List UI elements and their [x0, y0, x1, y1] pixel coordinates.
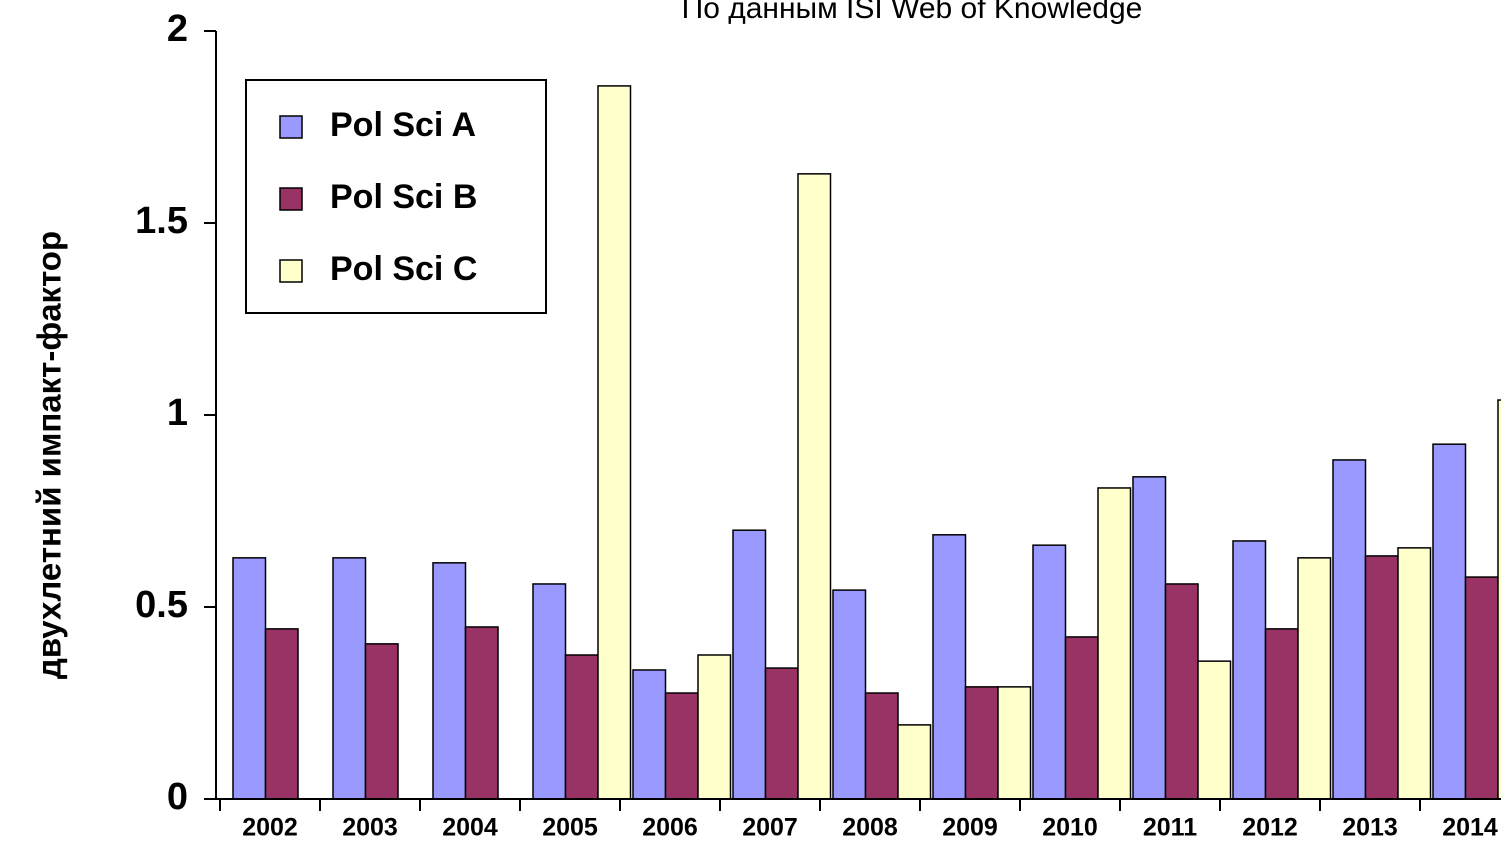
y-tick-label: 1 [167, 392, 188, 434]
legend-swatch [279, 187, 303, 211]
x-tick-label: 2011 [1143, 814, 1197, 842]
bar [1032, 544, 1067, 800]
legend-label: Pol Sci C [330, 250, 477, 288]
y-tick-label: 0 [167, 776, 188, 818]
y-tick-label: 0.5 [135, 584, 188, 626]
bar [632, 669, 667, 800]
bar [1464, 576, 1499, 800]
bar [464, 626, 499, 800]
bar [597, 85, 632, 800]
x-tick-label: 2004 [442, 814, 498, 842]
bar [332, 557, 367, 800]
bar [897, 724, 932, 800]
bar [264, 628, 299, 800]
legend-label: Pol Sci B [330, 178, 477, 216]
x-tick-label: 2007 [742, 814, 798, 842]
bar [1297, 557, 1332, 800]
bar [1364, 555, 1399, 800]
x-tick-label: 2009 [942, 814, 998, 842]
bar [964, 686, 999, 800]
y-tick-label: 1.5 [135, 200, 188, 242]
bar [932, 534, 967, 800]
bar [1132, 476, 1167, 800]
y-axis-label: двухлетний импакт-фактор [31, 231, 68, 679]
bar [1432, 443, 1467, 800]
x-tick-label: 2014 [1442, 814, 1498, 842]
y-tick-label: 2 [167, 8, 188, 50]
bar [1264, 628, 1299, 800]
bar [1497, 399, 1501, 800]
bar [364, 643, 399, 800]
bar [432, 562, 467, 800]
bar [1332, 459, 1367, 800]
bar [697, 654, 732, 800]
bar [532, 583, 567, 800]
bar [1164, 583, 1199, 800]
bar [664, 692, 699, 800]
legend-swatch [279, 259, 303, 283]
x-tick-label: 2013 [1342, 814, 1398, 842]
bar [232, 557, 267, 800]
x-tick-label: 2010 [1042, 814, 1098, 842]
bar [1232, 540, 1267, 800]
bar [832, 589, 867, 800]
legend-swatch [279, 115, 303, 139]
bar [1397, 547, 1432, 800]
x-tick-label: 2002 [242, 814, 298, 842]
x-tick-label: 2005 [542, 814, 598, 842]
bar [864, 692, 899, 800]
x-tick-label: 2006 [642, 814, 698, 842]
legend-label: Pol Sci A [330, 106, 476, 144]
x-tick-label: 2012 [1242, 814, 1298, 842]
bar [797, 173, 832, 800]
bar [1197, 660, 1232, 800]
bar [1097, 487, 1132, 800]
x-tick-label: 2003 [342, 814, 398, 842]
chart-title: По данным ISI Web of Knowledge [682, 0, 1143, 25]
bar [1064, 636, 1099, 800]
bar [997, 686, 1032, 800]
x-tick-label: 2008 [842, 814, 898, 842]
bar [732, 529, 767, 800]
bar [764, 667, 799, 800]
bar [564, 654, 599, 800]
